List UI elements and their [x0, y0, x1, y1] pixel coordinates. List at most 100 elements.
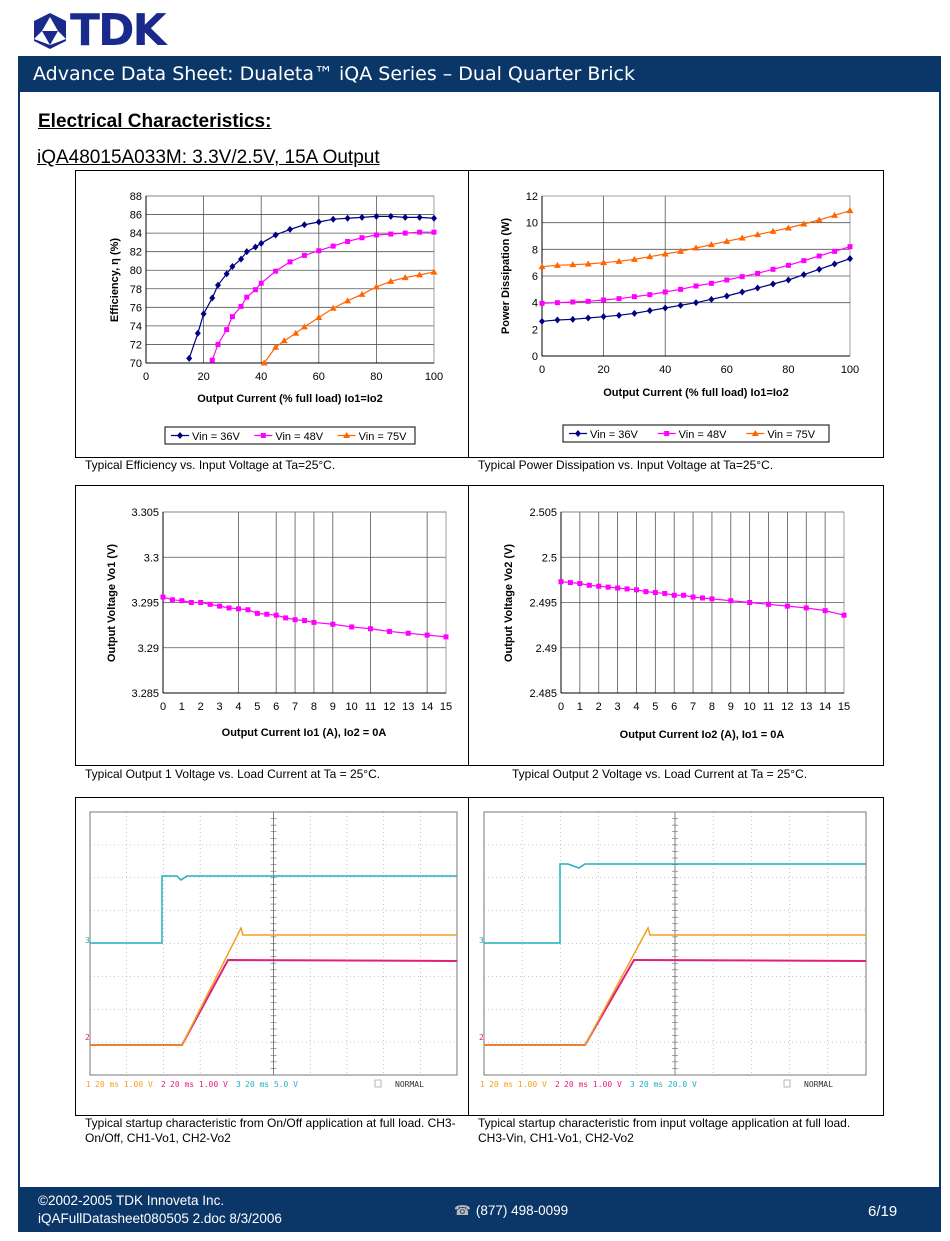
diamond-marker	[373, 212, 380, 220]
square-marker	[292, 617, 298, 623]
square-marker	[245, 607, 251, 613]
trigger-icon	[783, 1079, 791, 1088]
scope1-caption: Typical startup characteristic from On/O…	[85, 1116, 456, 1145]
triangle-marker	[538, 263, 546, 270]
y-tick-label: 3.3	[144, 552, 159, 564]
chart-3	[558, 511, 847, 694]
square-marker	[431, 229, 437, 235]
x-tick-label: 8	[311, 701, 317, 713]
square-marker	[647, 292, 653, 298]
square-marker	[226, 605, 232, 611]
diamond-marker	[831, 260, 838, 268]
square-marker	[373, 232, 379, 238]
square-marker	[770, 266, 776, 272]
x-tick-label: 7	[292, 701, 298, 713]
channel-number: 1	[480, 1080, 485, 1089]
y-tick-label: 0	[532, 351, 538, 363]
square-marker	[616, 296, 622, 302]
x-tick-label: 13	[800, 701, 812, 713]
y-tick-label: 12	[526, 191, 538, 203]
triangle-marker	[692, 244, 700, 251]
square-marker	[633, 587, 639, 593]
square-marker	[368, 626, 374, 632]
square-marker	[198, 600, 204, 605]
square-marker	[260, 433, 266, 438]
diamond-marker	[387, 212, 394, 220]
diamond-marker	[575, 430, 581, 437]
acquisition-mode: NORMAL	[804, 1080, 833, 1089]
tdk-logo: TDK	[30, 5, 167, 56]
y-axis-label: Output Voltage Vo1 (V)	[106, 544, 118, 662]
square-marker	[678, 286, 684, 292]
diamond-marker	[287, 225, 293, 233]
diamond-marker	[330, 215, 337, 223]
triangle-marker	[738, 234, 746, 241]
product-subtitle: iQA48015A033M: 3.3V/2.5V, 15A Output	[37, 147, 380, 168]
diamond-marker	[402, 213, 409, 221]
square-marker	[585, 298, 591, 304]
triangle-marker	[372, 283, 380, 290]
diamond-marker	[693, 299, 699, 307]
y-tick-label: 6	[532, 271, 538, 283]
square-marker	[224, 327, 230, 333]
triangle-marker	[315, 314, 323, 321]
series-0	[186, 212, 437, 362]
channel-marker: 3	[479, 936, 484, 945]
square-marker	[822, 608, 828, 614]
diamond-marker	[677, 301, 684, 309]
y-tick-label: 2.495	[529, 598, 557, 610]
series-1	[209, 229, 437, 363]
y-tick-label: 2.485	[529, 688, 557, 700]
series-0	[160, 594, 449, 640]
y-tick-label: 88	[130, 191, 142, 203]
square-marker	[615, 585, 621, 591]
vo1-caption: Typical Output 1 Voltage vs. Load Curren…	[85, 767, 381, 781]
channel-number: 3	[236, 1080, 241, 1089]
ch3-trace	[484, 863, 866, 944]
diamond-marker	[301, 221, 308, 229]
diamond-marker	[200, 310, 207, 318]
scope2-caption: Typical startup characteristic from inpu…	[478, 1116, 851, 1145]
square-marker	[643, 589, 649, 595]
footer-filename: iQAFullDatasheet080505 2.doc 8/3/2006	[38, 1211, 282, 1226]
square-marker	[424, 632, 430, 638]
series-0	[539, 255, 853, 325]
series-line	[188, 215, 435, 359]
diamond-marker	[554, 316, 561, 324]
diamond-marker	[847, 255, 853, 263]
triangle-marker	[430, 268, 438, 275]
triangle-marker	[292, 329, 300, 336]
square-marker	[258, 280, 264, 286]
diamond-marker	[252, 243, 259, 251]
logo-text: TDK	[70, 5, 167, 56]
channel-number: 1	[86, 1080, 91, 1089]
square-marker	[700, 595, 705, 601]
y-tick-label: 3.305	[131, 507, 159, 519]
diamond-marker	[431, 214, 437, 222]
x-tick-label: 4	[235, 701, 241, 713]
square-marker	[624, 586, 630, 592]
triangle-marker	[280, 337, 288, 344]
square-marker	[596, 583, 602, 589]
x-axis-label: Output Current (% full load) Io1=Io2	[197, 393, 382, 405]
square-marker	[283, 615, 289, 621]
x-tick-label: 8	[709, 701, 715, 713]
square-marker	[816, 253, 822, 259]
square-marker	[784, 603, 790, 609]
diamond-marker	[344, 214, 351, 222]
series-0	[558, 579, 847, 618]
x-tick-label: 12	[383, 701, 395, 713]
scope2-panel	[468, 797, 884, 1116]
triangle-marker	[272, 343, 280, 350]
channel-setting: 20 ms 1.00 V	[95, 1080, 153, 1089]
x-tick-label: 6	[273, 701, 279, 713]
legend-label: Vin = 48V	[679, 429, 727, 441]
square-marker	[739, 274, 745, 280]
channel-number: 2	[161, 1080, 166, 1089]
triangle-marker	[677, 247, 685, 254]
diamond-marker	[723, 292, 730, 300]
square-marker	[664, 431, 670, 436]
y-axis-label: Efficiency, η (%)	[109, 238, 121, 322]
diamond-marker	[616, 311, 622, 319]
square-marker	[690, 594, 696, 600]
